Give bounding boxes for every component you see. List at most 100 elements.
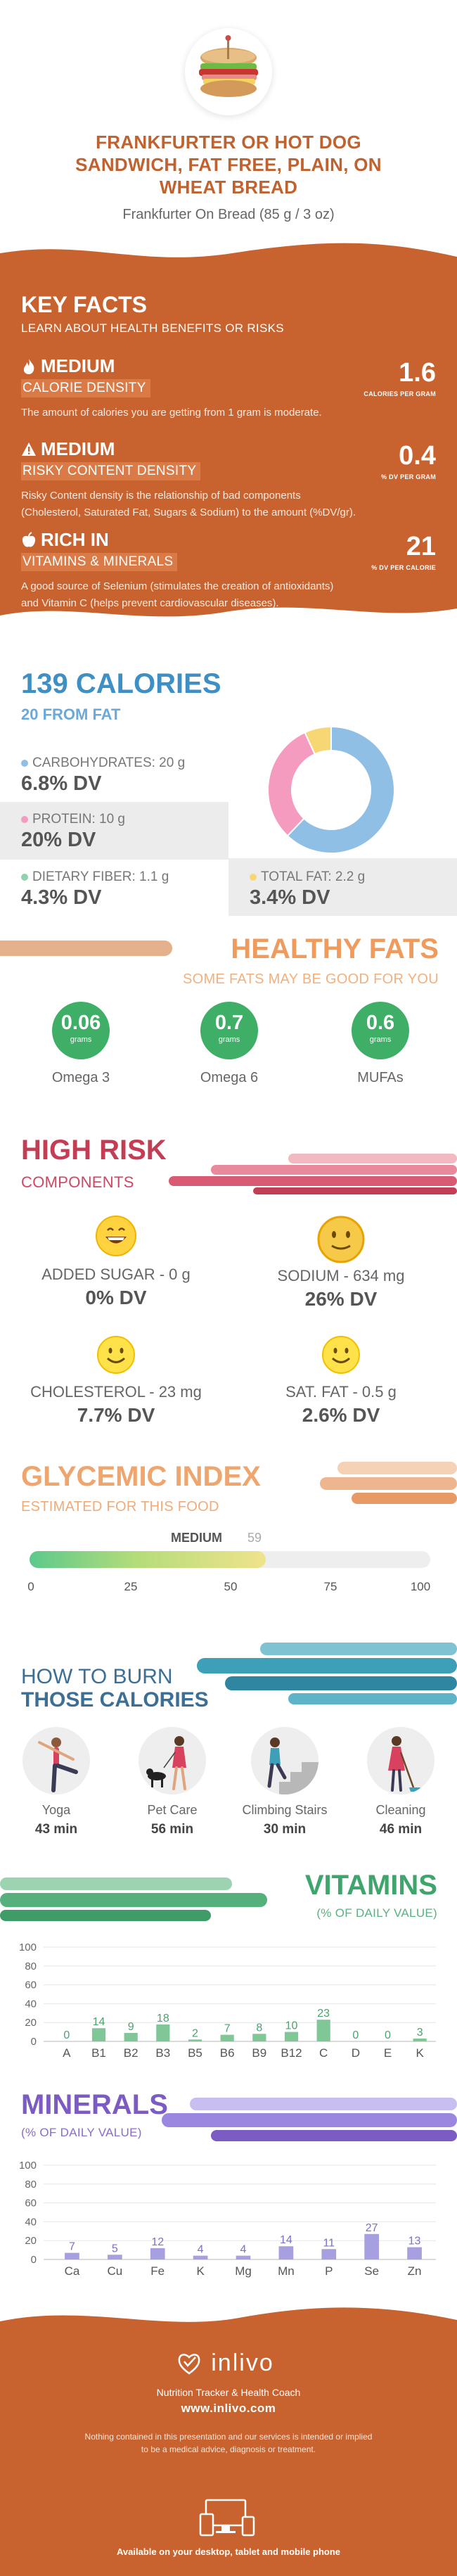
glycemic-tick: 100	[410, 1580, 431, 1593]
fact-level: MEDIUM	[41, 355, 115, 376]
category-label: Se	[364, 2264, 379, 2278]
y-tick-label: 100	[19, 1941, 37, 1953]
bar-value-label: 18	[157, 2013, 169, 2025]
bar-mn	[278, 2246, 294, 2259]
donut-slice-total-fat	[304, 725, 332, 755]
glycemic-subtitle: ESTIMATED FOR THIS FOOD	[21, 1499, 219, 1515]
risk-label: SAT. FAT - 0.5 g	[285, 1383, 397, 1401]
carbohydrates-dot	[21, 760, 28, 767]
bar-se	[364, 2233, 380, 2259]
fact-unit: % DV PER GRAM	[381, 473, 436, 480]
vitamins-decor-bars	[0, 1877, 267, 1921]
bar-fe	[150, 2247, 165, 2259]
risk-sat-fat: SAT. FAT - 0.5 g 2.6% DV	[250, 1335, 432, 1427]
bar-k	[193, 2255, 208, 2259]
y-tick-label: 80	[25, 1960, 37, 1972]
category-label: Mn	[278, 2264, 295, 2278]
bar-ca	[65, 2252, 79, 2259]
fact-category: CALORIE DENSITY	[21, 379, 150, 397]
bar-value-label: 23	[317, 2008, 330, 2020]
burn-title-line1: HOW TO BURN	[21, 1665, 173, 1688]
bar-b12	[284, 2032, 299, 2041]
bar-value-label: 14	[93, 2016, 105, 2028]
activity-name: Cleaning	[375, 1803, 426, 1817]
footer-availability: Available on your desktop, tablet and mo…	[116, 2546, 341, 2557]
cleaning-icon	[388, 1736, 420, 1792]
category-label: D	[352, 2046, 360, 2060]
activity-name: Climbing Stairs	[242, 1803, 328, 1817]
minerals-decor-bars	[162, 2098, 457, 2141]
key-facts-background	[0, 243, 457, 617]
key-facts-title: KEY FACTS	[21, 292, 147, 317]
footer-disclaimer: Nothing contained in this presentation a…	[84, 2432, 373, 2454]
bar-zn	[407, 2247, 422, 2259]
bar-b5	[188, 2039, 202, 2041]
activity-yoga: Yoga 43 min	[4, 1727, 109, 1837]
macronutrient-donut-chart	[267, 725, 395, 854]
category-label: Ca	[65, 2264, 80, 2278]
fact-description: The amount of calories you are getting f…	[21, 407, 322, 419]
bar-value-label: 0	[385, 2029, 391, 2041]
risk-dv: 0% DV	[85, 1287, 147, 1308]
omega-3-circle: 0.06 grams	[52, 1002, 110, 1059]
category-label: Zn	[408, 2264, 422, 2278]
nutrient-protein: PROTEIN: 10 g 20% DV	[21, 812, 125, 851]
footer-tagline: Nutrition Tracker & Health Coach	[156, 2387, 301, 2398]
high-risk-title: HIGH RISK	[21, 1135, 167, 1166]
activity-minutes: 43 min	[34, 1822, 78, 1837]
activity-name: Yoga	[41, 1803, 71, 1817]
bar-mg	[236, 2255, 251, 2259]
omega-6-circle: 0.7 grams	[200, 1002, 258, 1059]
nutrient-dv: 4.3% DV	[21, 886, 102, 909]
risk-dv: 7.7% DV	[77, 1404, 155, 1426]
category-label: K	[196, 2264, 205, 2278]
donut-slice-carbohydrates	[286, 725, 395, 854]
apple-icon	[22, 531, 36, 547]
glycemic-tick: 0	[27, 1580, 34, 1593]
category-label: B9	[252, 2046, 266, 2060]
activity-name: Pet Care	[147, 1803, 198, 1817]
calories-title: 139 CALORIES	[21, 668, 221, 699]
activity-cleaning: Cleaning 46 min	[348, 1727, 453, 1837]
vitamins-bar-chart: 0 20 40 60 80 100 0 A 14 B1 9 B2 18 B3 2 B5 7 B6 8 B9 10 B12 2…	[19, 1941, 436, 2060]
healthy-fats-title: HEALTHY FATS	[231, 933, 439, 964]
risk-label: CHOLESTEROL - 23 mg	[30, 1383, 202, 1401]
bar-value-label: 12	[151, 2236, 164, 2248]
footer-url-link[interactable]: www.inlivo.com	[181, 2402, 276, 2415]
page-title: FRANKFURTER OR HOT DOG SANDWICH, FAT FRE…	[75, 132, 382, 198]
nutrient-total-fat: TOTAL FAT: 2.2 g 3.4% DV	[250, 869, 366, 909]
y-tick-label: 20	[25, 2017, 37, 2029]
yoga-icon	[38, 1737, 78, 1792]
category-label: B12	[281, 2046, 302, 2060]
fact-vitamins-minerals: RICH IN VITAMINS & MINERALS 21 % DV PER …	[21, 529, 436, 609]
category-label: K	[416, 2046, 424, 2060]
nutrient-dv: 6.8% DV	[21, 772, 102, 795]
category-label: B6	[220, 2046, 235, 2060]
calories-from-fat: 20 FROM FAT	[21, 706, 121, 723]
bar-value-label: 2	[192, 2027, 198, 2039]
bar-value-label: 4	[198, 2244, 204, 2256]
minerals-subtitle: (% OF DAILY VALUE)	[21, 2126, 142, 2139]
devices-icon	[199, 2499, 255, 2537]
flame-icon	[23, 358, 34, 374]
bar-value-label: 27	[366, 2222, 378, 2234]
healthy-fats-decor-bar	[0, 941, 172, 956]
category-label: B1	[91, 2046, 106, 2060]
bar-value-label: 10	[285, 2020, 298, 2032]
bar-value-label: 8	[256, 2022, 262, 2034]
fact-level: MEDIUM	[41, 438, 115, 459]
stairs-icon	[267, 1737, 318, 1794]
glycemic-tick: 75	[323, 1580, 337, 1593]
bar-cu	[107, 2255, 122, 2259]
footer-background	[0, 2307, 457, 2576]
inlivo-heart-logo-icon	[178, 2354, 200, 2375]
y-tick-label: 40	[25, 1998, 37, 2010]
activity-minutes: 56 min	[150, 1822, 194, 1837]
glycemic-title: GLYCEMIC INDEX	[21, 1461, 261, 1492]
category-label: A	[63, 2046, 71, 2060]
fact-value: 21	[406, 532, 436, 561]
glycemic-fill	[30, 1551, 266, 1568]
nutrient-dietary-fiber: DIETARY FIBER: 1.1 g 4.3% DV	[21, 869, 169, 909]
key-facts-section: KEY FACTS LEARN ABOUT HEALTH BENEFITS OR…	[0, 232, 457, 626]
